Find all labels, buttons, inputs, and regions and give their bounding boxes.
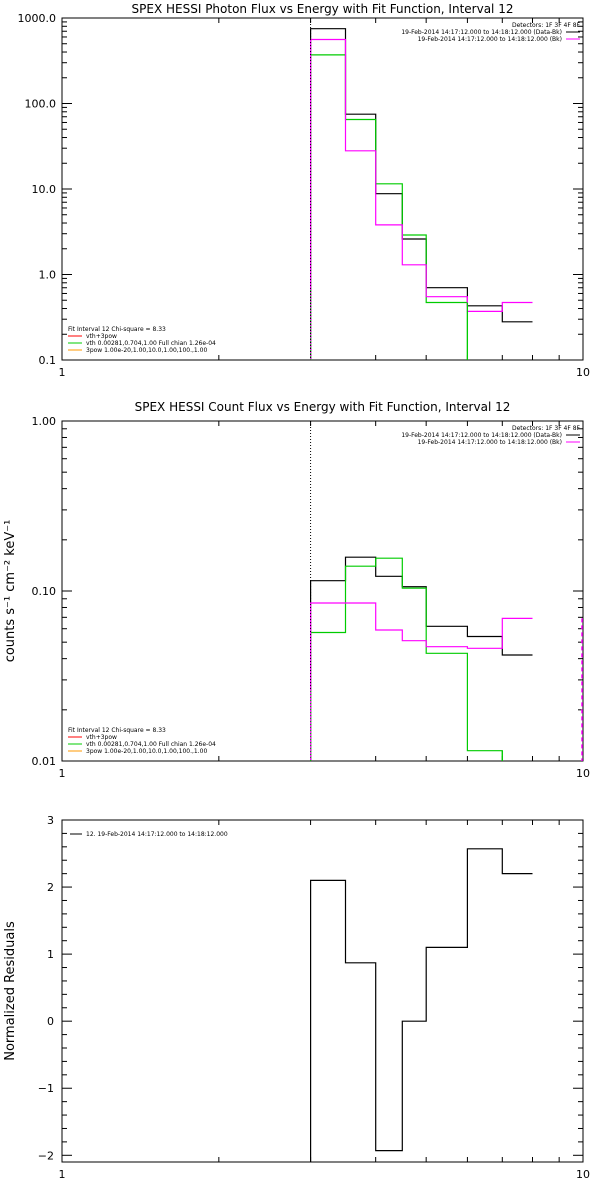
y-tick-label: 0.01	[32, 755, 57, 768]
legend-top-left: 12. 19-Feb-2014 14:17:12.000 to 14:18:12…	[70, 831, 228, 838]
legend-entry: 19-Feb-2014 14:17:12.000 to 14:18:12.000…	[401, 432, 562, 439]
y-tick-label: 0.1	[39, 354, 57, 367]
legend-entry: 19-Feb-2014 14:17:12.000 to 14:18:12.000…	[418, 439, 562, 446]
y-tick-label: 1000.0	[18, 12, 57, 25]
series-line-1	[310, 28, 533, 360]
series-line-3	[310, 602, 533, 761]
y-tick-label: 0	[47, 1015, 54, 1028]
y-axis-ticks	[62, 17, 583, 361]
legend-entry: 19-Feb-2014 14:17:12.000 to 14:18:12.000…	[418, 36, 562, 43]
series-group	[310, 28, 533, 360]
legend-bottom-left: Fit Interval 12 Chi-square = 8.33vth+3po…	[68, 326, 216, 354]
y-tick-label: 1.00	[32, 415, 57, 428]
legend-entry: 12. 19-Feb-2014 14:17:12.000 to 14:18:12…	[86, 831, 228, 838]
legend-entry: Fit Interval 12 Chi-square = 8.33	[68, 326, 166, 333]
x-tick-label: 1	[59, 767, 66, 780]
y-axis-label: Normalized Residuals	[3, 921, 18, 1061]
y-tick-label: −1	[38, 1082, 54, 1095]
y-tick-label: 1	[47, 948, 54, 961]
legend-title: Detectors: 1F 3F 4F 8F	[512, 22, 581, 29]
legend-entry: vth+3pow	[86, 333, 117, 340]
series-line-2	[310, 54, 468, 360]
legend-title: Detectors: 1F 3F 4F 8F	[512, 425, 581, 432]
series-line-3	[310, 38, 533, 360]
plot-frame	[61, 420, 584, 762]
x-axis-ticks	[61, 421, 584, 761]
series-group	[310, 556, 583, 761]
chart-panel-2: SPEX HESSI Count Flux vs Energy with Fit…	[3, 400, 590, 780]
chart-panel-3: 1 10 −2 −1 0 1 2 3 Normalized Residuals 12. 19-Fe…	[3, 814, 590, 1181]
y-tick-label: 100.0	[25, 98, 57, 111]
x-axis-ticks	[61, 18, 584, 360]
series-group	[310, 848, 533, 1162]
y-tick-label: 2	[47, 881, 54, 894]
y-tick-label: −2	[38, 1149, 54, 1162]
x-tick-label: 1	[59, 366, 66, 379]
plot-frame	[61, 17, 584, 361]
y-tick-label: 10.0	[32, 183, 57, 196]
legend-entry: vth 0.00281,0.704,1.00 Full chian 1.26e-…	[86, 741, 216, 748]
chart-title: SPEX HESSI Photon Flux vs Energy with Fi…	[132, 2, 514, 16]
series-line-2	[310, 557, 503, 761]
y-axis-ticks	[62, 420, 583, 762]
y-tick-label: 3	[47, 814, 54, 827]
chart-panel-1: SPEX HESSI Photon Flux vs Energy with Fi…	[18, 2, 591, 379]
y-axis-ticks	[62, 819, 583, 1156]
x-tick-label: 10	[576, 767, 590, 780]
legend-entry: 3pow 1.00e-20,1.00,10.0,1.00,100.,1.00	[86, 347, 207, 354]
y-tick-label: 0.10	[32, 585, 57, 598]
x-tick-label: 1	[59, 1168, 66, 1181]
legend-entry: Fit Interval 12 Chi-square = 8.33	[68, 727, 166, 734]
x-axis-ticks	[61, 820, 584, 1162]
y-tick-label: 1.0	[39, 269, 57, 282]
legend-entry: 19-Feb-2014 14:17:12.000 to 14:18:12.000…	[401, 29, 562, 36]
x-tick-label: 10	[576, 366, 590, 379]
y-axis-label: counts s⁻¹ cm⁻² keV⁻¹	[3, 520, 18, 663]
legend-entry: 3pow 1.00e-20,1.00,10.0,1.00,100.,1.00	[86, 748, 207, 755]
chart-title: SPEX HESSI Count Flux vs Energy with Fit…	[135, 400, 511, 414]
plot-frame	[61, 819, 584, 1163]
x-tick-label: 10	[576, 1168, 590, 1181]
series-line-1	[310, 848, 533, 1162]
legend-bottom-left: Fit Interval 12 Chi-square = 8.33vth+3po…	[68, 727, 216, 755]
legend-entry: vth+3pow	[86, 734, 117, 741]
legend-entry: vth 0.00281,0.704,1.00 Full chian 1.26e-…	[86, 340, 216, 347]
